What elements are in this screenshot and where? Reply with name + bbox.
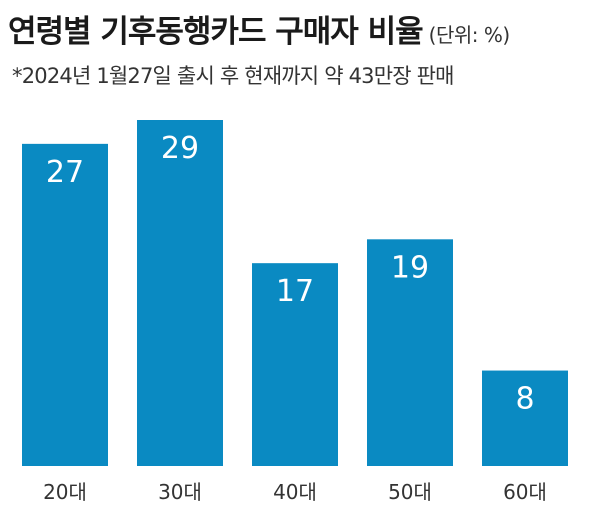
- chart-subtitle: *2024년 1월27일 출시 후 현재까지 약 43만장 판매: [12, 64, 454, 88]
- bar-value-label: 27: [46, 155, 84, 190]
- bar-value-label: 29: [161, 131, 199, 166]
- category-label: 40대: [273, 480, 317, 504]
- bar-60대: [482, 370, 568, 466]
- unit-label: (단위: %): [428, 23, 511, 47]
- bar-20대: [22, 143, 108, 467]
- category-label: 30대: [158, 480, 202, 504]
- category-label: 20대: [43, 480, 87, 504]
- chart-title: 연령별 기후동행카드 구매자 비율: [8, 14, 424, 50]
- title-row: 연령별 기후동행카드 구매자 비율 (단위: %): [8, 6, 510, 51]
- category-label: 50대: [388, 480, 432, 504]
- bar-50대: [367, 239, 453, 466]
- category-label: 60대: [503, 480, 547, 504]
- bar-30대: [137, 120, 223, 466]
- bar-value-label: 17: [276, 274, 314, 309]
- bar-value-label: 19: [391, 250, 429, 285]
- bar-40대: [252, 263, 338, 466]
- bar-value-label: 8: [515, 382, 534, 417]
